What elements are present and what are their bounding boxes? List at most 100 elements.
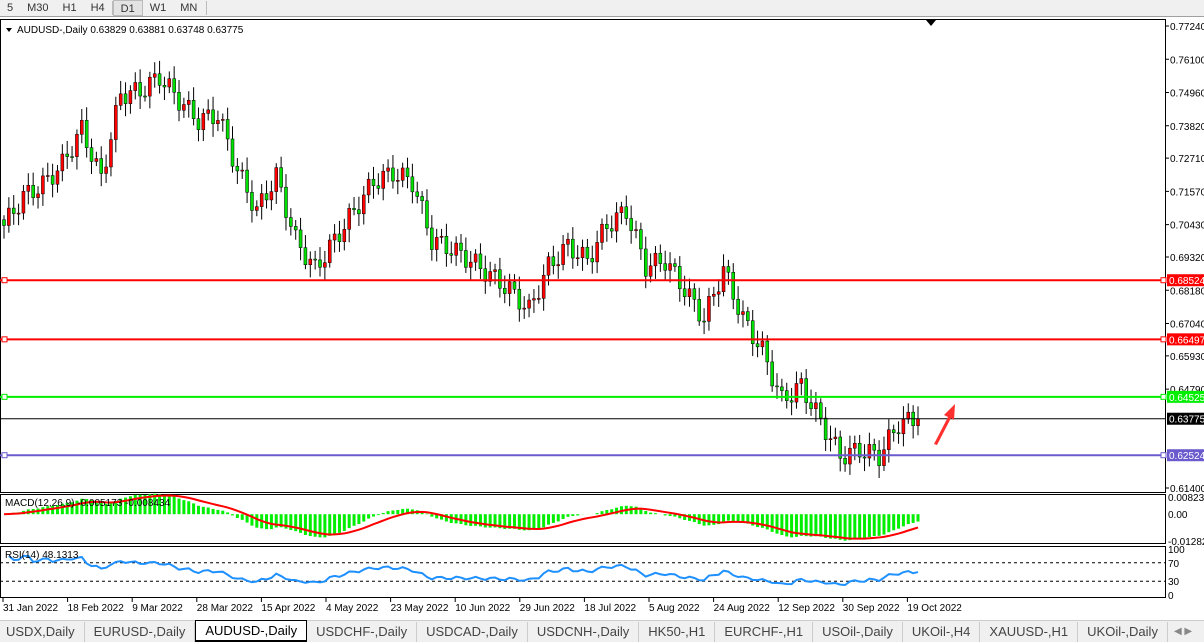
candle-body xyxy=(444,235,449,254)
candle-body xyxy=(323,262,327,268)
chart-tab[interactable]: USDX,Daily xyxy=(0,622,85,642)
chart-tab[interactable]: UKOil-,H4 xyxy=(903,622,981,642)
candle-body xyxy=(896,432,901,435)
macd-histogram-bar xyxy=(717,514,721,525)
candle-body xyxy=(386,167,390,172)
macd-histogram-bar xyxy=(493,514,497,528)
macd-histogram-bar xyxy=(90,500,94,515)
macd-histogram-bar xyxy=(512,514,516,529)
candle-body xyxy=(152,73,157,78)
timeframe-5[interactable]: 5 xyxy=(7,2,14,14)
candle-body xyxy=(308,258,313,266)
chart-tab[interactable]: EURUSD-,Daily xyxy=(85,622,196,642)
tab-scroll-arrows[interactable]: ◀ ▶ xyxy=(1173,626,1193,637)
macd-histogram-bar xyxy=(887,514,891,533)
candle-body xyxy=(182,104,186,111)
macd-histogram-bar xyxy=(547,514,551,525)
candle-body xyxy=(313,258,317,261)
candle-body xyxy=(211,109,215,124)
timeframe-h1[interactable]: H1 xyxy=(62,2,77,14)
candle-body xyxy=(527,299,531,309)
macd-histogram-bar xyxy=(99,502,103,515)
candle-body xyxy=(605,223,609,229)
price-tick-label: 0.64790 xyxy=(1170,385,1204,396)
macd-histogram-bar xyxy=(712,514,716,525)
macd-histogram-bar xyxy=(892,514,896,531)
candle-body xyxy=(731,272,736,300)
candle-body xyxy=(264,193,269,201)
macd-histogram-bar xyxy=(644,510,648,515)
timeframe-d1[interactable]: D1 xyxy=(112,0,143,16)
macd-histogram-bar xyxy=(556,514,560,522)
macd-histogram-bar xyxy=(751,514,755,526)
macd-histogram-bar xyxy=(863,514,867,539)
macd-histogram-bar xyxy=(722,514,726,523)
macd-histogram-bar xyxy=(235,514,239,518)
macd-histogram-bar xyxy=(381,513,385,515)
rsi-line xyxy=(8,554,919,587)
macd-histogram-bar xyxy=(478,514,482,527)
candle-body xyxy=(279,167,283,188)
red-up-arrow-icon xyxy=(934,404,955,445)
macd-histogram-bar xyxy=(663,514,667,516)
candle-body xyxy=(828,438,833,441)
chart-tab[interactable]: USDCHF-,Daily xyxy=(307,622,418,642)
chart-tab[interactable]: AUDUSD-,Daily xyxy=(195,620,308,642)
candle-body xyxy=(16,212,21,215)
level-handle xyxy=(1,393,8,400)
candle-body xyxy=(75,134,79,157)
chart-tab[interactable]: EURCHF-,H1 xyxy=(715,622,814,642)
candle-body xyxy=(459,242,463,251)
candle-body xyxy=(114,105,118,140)
level-handle xyxy=(1,452,8,459)
chart-tab[interactable]: USDCNH-,Daily xyxy=(528,622,640,642)
chart-tab[interactable]: UKOil-,Daily xyxy=(1078,622,1168,642)
candle-body xyxy=(381,170,385,189)
timeframe-w1[interactable]: W1 xyxy=(149,2,167,14)
candle-body xyxy=(449,253,454,256)
candle-body xyxy=(746,311,750,321)
candle-body xyxy=(293,226,298,231)
macd-histogram-bar xyxy=(143,494,147,515)
macd-histogram-bar xyxy=(201,506,205,515)
candle-body xyxy=(580,246,585,259)
candle-body xyxy=(240,169,244,172)
candle-body xyxy=(643,248,648,277)
macd-histogram-bar xyxy=(440,514,444,520)
chart-tab[interactable]: XAUUSD-,H1 xyxy=(980,622,1079,642)
candle-body xyxy=(804,378,808,403)
macd-histogram-bar xyxy=(522,514,526,531)
macd-histogram-bar xyxy=(639,508,643,515)
macd-histogram-bar xyxy=(542,514,546,528)
macd-histogram-bar xyxy=(347,514,351,529)
chart-tab[interactable]: USDCAD-,Daily xyxy=(417,622,528,642)
macd-histogram-bar xyxy=(124,497,128,515)
macd-histogram-bar xyxy=(775,514,779,534)
rsi-tick-label: 100 xyxy=(1168,545,1185,556)
candle-body xyxy=(206,109,210,114)
macd-histogram-bar xyxy=(119,498,123,515)
timeframe-m30[interactable]: M30 xyxy=(27,2,49,14)
macd-histogram-bar xyxy=(94,501,98,515)
macd-histogram-bar xyxy=(226,512,230,515)
price-chart[interactable]: 0.77240 0.76100 0.74960 0.73820 0.72710 0.715… xyxy=(0,19,1204,619)
date-tick-label: 5 Aug 2022 xyxy=(649,603,700,614)
price-tick-label: 0.61400 xyxy=(1170,484,1204,495)
macd-histogram-bar xyxy=(333,514,337,535)
date-tick-label: 23 May 2022 xyxy=(391,603,449,614)
chart-tab[interactable]: USOil-,Daily xyxy=(813,622,903,642)
macd-histogram-bar xyxy=(80,498,84,515)
candle-body xyxy=(600,223,604,243)
candle-body xyxy=(789,400,794,403)
timeframe-mn[interactable]: MN xyxy=(180,2,198,14)
candle-body xyxy=(396,180,400,182)
candle-body xyxy=(104,166,108,174)
timeframe-h4[interactable]: H4 xyxy=(90,2,105,14)
candle-body xyxy=(809,402,813,409)
date-tick-label: 19 Oct 2022 xyxy=(907,603,962,614)
macd-histogram-bar xyxy=(464,514,468,526)
candle-body xyxy=(157,73,162,86)
level-handle xyxy=(1160,277,1167,284)
chart-tab[interactable]: HK50-,H1 xyxy=(639,622,716,642)
candle-body xyxy=(653,252,658,267)
